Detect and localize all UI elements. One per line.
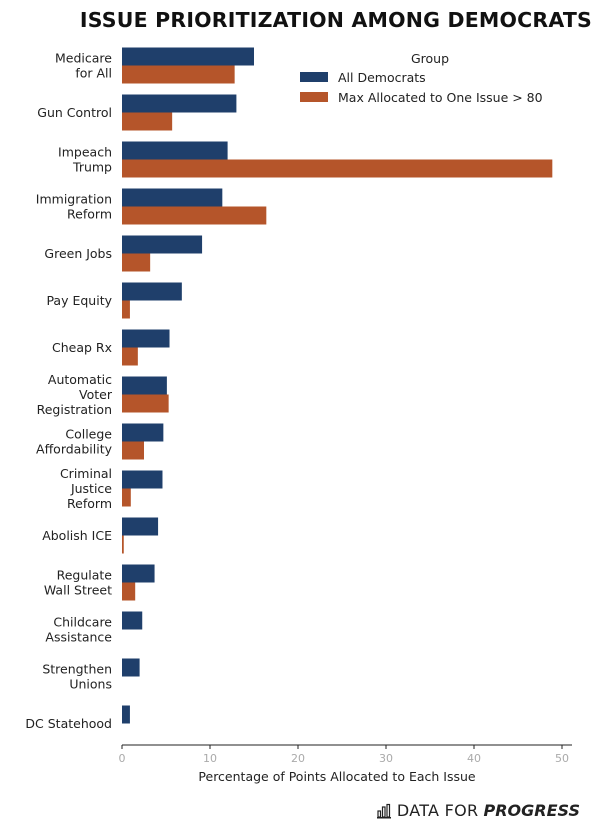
brand-name-part1: DATA FOR xyxy=(396,801,479,820)
category-label-7: Automatic Voter Registration xyxy=(37,372,113,417)
category-label-line: College xyxy=(65,427,112,442)
bar-max-allocated-2 xyxy=(122,159,553,178)
category-label-line: DC Statehood xyxy=(25,716,112,731)
category-label-1: Gun Control xyxy=(37,105,112,120)
legend-swatch-0 xyxy=(300,72,328,82)
bar-max-allocated-11 xyxy=(122,582,136,601)
category-label-line: Abolish ICE xyxy=(42,528,112,543)
bar-all-democrats-12 xyxy=(122,611,143,630)
category-label-line: Wall Street xyxy=(44,583,112,598)
category-label-line: Criminal xyxy=(60,466,112,481)
category-label-line: Childcare xyxy=(53,615,112,630)
bar-all-democrats-8 xyxy=(122,423,164,442)
category-label-line: Registration xyxy=(37,402,112,417)
x-axis: 0 10 20 30 40 50 Percentage of Points Allocate… xyxy=(119,744,572,784)
category-label-line: Impeach xyxy=(58,145,112,160)
legend-label-0: All Democrats xyxy=(338,70,426,85)
category-label-line: Medicare xyxy=(55,51,112,66)
bar-all-democrats-0 xyxy=(122,47,254,66)
bar-all-democrats-2 xyxy=(122,141,228,160)
category-label-6: Cheap Rx xyxy=(52,340,112,355)
brand-logo: DATA FOR PROGRESS xyxy=(376,801,580,820)
category-label-12: Childcare Assistance xyxy=(45,615,112,645)
category-label-line: Reform xyxy=(67,496,112,511)
category-label-3: Immigration Reform xyxy=(36,192,112,222)
bar-max-allocated-3 xyxy=(122,206,267,225)
bar-max-allocated-1 xyxy=(122,112,173,131)
category-label-line: Pay Equity xyxy=(46,293,112,308)
category-label-line: Immigration xyxy=(36,192,112,207)
category-label-4: Green Jobs xyxy=(44,246,112,261)
bar-all-democrats-4 xyxy=(122,235,203,254)
bar-max-allocated-10 xyxy=(122,535,124,554)
category-label-line: Automatic xyxy=(48,372,112,387)
legend-swatch-1 xyxy=(300,92,328,102)
category-label-8: College Affordability xyxy=(36,427,113,457)
category-label-line: Assistance xyxy=(45,630,112,645)
category-label-2: Impeach Trump xyxy=(58,145,112,175)
chart-title: ISSUE PRIORITIZATION AMONG DEMOCRATS xyxy=(79,8,592,32)
legend: Group All Democrats Max Allocated to One I… xyxy=(300,51,543,105)
bar-all-democrats-1 xyxy=(122,94,237,113)
category-label-5: Pay Equity xyxy=(46,293,112,308)
category-label-9: Criminal Justice Reform xyxy=(60,466,112,511)
bars-group xyxy=(122,47,553,724)
category-label-13: Strengthen Unions xyxy=(42,662,112,692)
bar-chart-icon xyxy=(376,803,391,818)
bar-max-allocated-6 xyxy=(122,347,138,366)
category-label-line: Green Jobs xyxy=(44,246,112,261)
bar-max-allocated-0 xyxy=(122,65,235,84)
bar-all-democrats-9 xyxy=(122,470,163,489)
bar-all-democrats-13 xyxy=(122,658,140,677)
bar-max-allocated-8 xyxy=(122,441,144,460)
bar-all-democrats-3 xyxy=(122,188,223,207)
category-label-line: Voter xyxy=(79,387,113,402)
x-tick-label-0: 0 xyxy=(119,752,126,765)
category-label-line: Reform xyxy=(67,207,112,222)
bar-max-allocated-4 xyxy=(122,253,151,272)
bar-max-allocated-5 xyxy=(122,300,130,319)
bar-all-democrats-5 xyxy=(122,282,182,301)
bar-all-democrats-14 xyxy=(122,705,130,724)
category-label-line: Justice xyxy=(70,481,112,496)
x-tick-label-30: 30 xyxy=(379,752,393,765)
brand-name-part2: PROGRESS xyxy=(483,801,580,820)
x-tick-label-40: 40 xyxy=(467,752,481,765)
bar-all-democrats-6 xyxy=(122,329,170,348)
category-label-10: Abolish ICE xyxy=(42,528,112,543)
category-label-0: Medicare for All xyxy=(55,51,112,81)
category-label-14: DC Statehood xyxy=(25,716,112,731)
category-label-11: Regulate Wall Street xyxy=(44,568,112,598)
category-label-line: Trump xyxy=(72,160,112,175)
bar-max-allocated-7 xyxy=(122,394,169,413)
category-label-line: Regulate xyxy=(57,568,113,583)
x-tick-label-50: 50 xyxy=(555,752,569,765)
category-label-line: Cheap Rx xyxy=(52,340,112,355)
bar-all-democrats-11 xyxy=(122,564,155,583)
legend-title: Group xyxy=(411,51,449,66)
bar-max-allocated-9 xyxy=(122,488,131,507)
x-tick-label-20: 20 xyxy=(291,752,305,765)
category-label-line: Gun Control xyxy=(37,105,112,120)
legend-label-1: Max Allocated to One Issue > 80 xyxy=(338,90,543,105)
category-label-line: Strengthen xyxy=(42,662,112,677)
bar-all-democrats-7 xyxy=(122,376,167,395)
bar-all-democrats-10 xyxy=(122,517,159,536)
x-axis-title: Percentage of Points Allocated to Each I… xyxy=(198,769,475,784)
category-label-line: Unions xyxy=(69,677,112,692)
category-label-line: for All xyxy=(75,66,112,81)
category-label-line: Affordability xyxy=(36,442,113,457)
x-tick-label-10: 10 xyxy=(203,752,217,765)
